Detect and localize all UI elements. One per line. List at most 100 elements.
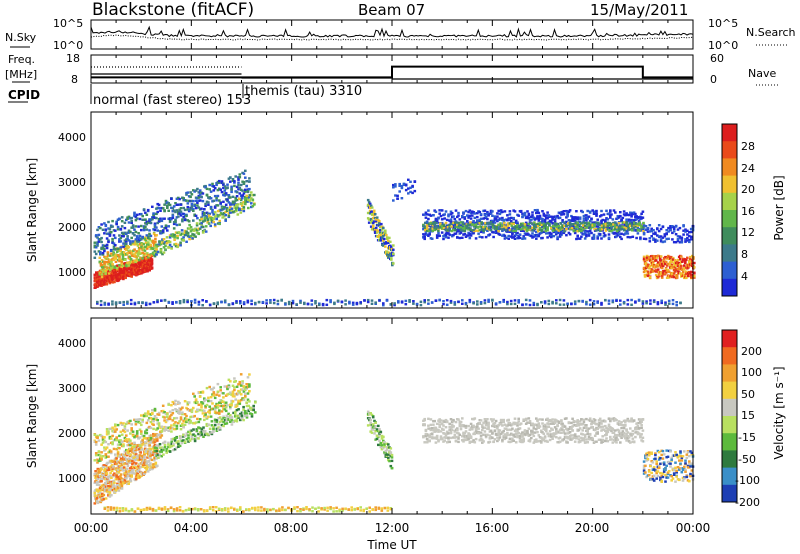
power-mark [244,190,247,193]
power-mark [119,272,122,275]
velocity-mark [104,485,108,488]
power-mark [242,201,246,204]
power-mark [112,245,116,248]
power-mark [503,222,506,225]
velocity-mark [100,474,103,478]
power-mark [153,225,157,229]
power-mark [239,302,242,305]
power-mark [657,235,661,238]
power-mark [519,228,523,231]
power-mark [189,225,193,229]
velocity-mark [148,412,151,416]
power-mark [424,229,427,232]
power-mark [642,270,646,274]
power-mark [163,203,166,206]
power-mark [239,300,242,303]
power-mark [582,219,586,223]
velocity-mark [123,456,127,459]
power-mark [494,229,498,232]
power-mark [248,199,252,202]
velocity-mark [101,438,105,441]
power-mark [370,206,374,209]
power-mark [439,222,442,225]
velocity-mark [153,451,157,454]
power-mark [235,209,238,213]
power-mark [619,235,622,239]
power-mark [132,261,135,264]
power-mark [472,211,475,214]
power-mark [160,299,163,302]
power-mark [489,229,493,232]
power-mark [123,262,127,265]
power-mark [120,220,124,223]
power-mark [126,217,129,220]
power-mark [693,266,696,269]
power-mark [232,211,235,214]
velocity-mark [96,434,99,438]
power-mark [629,222,632,225]
power-mark [105,246,109,250]
power-mark [443,217,446,220]
power-mark [514,229,517,233]
power-mark [140,261,143,264]
power-mark [392,262,395,265]
velocity-mark [104,489,107,493]
power-mark [122,300,125,304]
velocity-mark [116,470,119,473]
power-mark [669,228,672,231]
velocity-mark [115,475,118,478]
power-mark [125,242,128,245]
power-mark [241,197,244,200]
power-mark [506,302,509,306]
power-mark [227,201,231,204]
power-mark [369,204,373,207]
power-mark [142,242,146,246]
velocity-mark [95,481,99,484]
power-mark [429,228,433,231]
power-cbar-tick-20: 20 [741,183,755,196]
power-mark [94,252,98,256]
power-mark [114,277,118,280]
power-mark [387,239,390,243]
velocity-mark [149,457,152,460]
power-mark [657,274,661,278]
power-mark [472,224,476,227]
power-mark [595,221,598,224]
power-mark [521,222,525,225]
power-mark [114,278,118,281]
power-mark [671,299,675,302]
power-mark [112,242,116,245]
power-mark [192,199,195,203]
power-mark [461,223,465,226]
power-mark [443,213,446,216]
power-mark [492,231,495,234]
power-mark [672,275,676,279]
power-mark [541,218,544,221]
power-mark [459,226,463,229]
power-mark [100,275,104,279]
power-mark [607,302,611,305]
power-mark [100,259,104,262]
power-mark [198,227,202,230]
power-mark [158,240,161,243]
velocity-mark [120,453,124,456]
power-mark [586,230,589,233]
power-mark [400,300,404,303]
power-mark [118,277,121,280]
power-mark [374,218,378,221]
power-mark [153,250,157,253]
power-mark [672,241,676,244]
power-mark [576,217,579,221]
velocity-mark [96,467,100,471]
power-mark [244,169,247,172]
velocity-mark [95,479,98,482]
power-mark [153,216,157,219]
power-mark [585,222,589,226]
power-mark [197,196,201,199]
power-mark [111,241,114,244]
power-mark [642,226,645,229]
power-mark [538,228,542,231]
power-mark [445,303,449,306]
velocity-mark [115,436,118,440]
power-mark [230,185,233,188]
